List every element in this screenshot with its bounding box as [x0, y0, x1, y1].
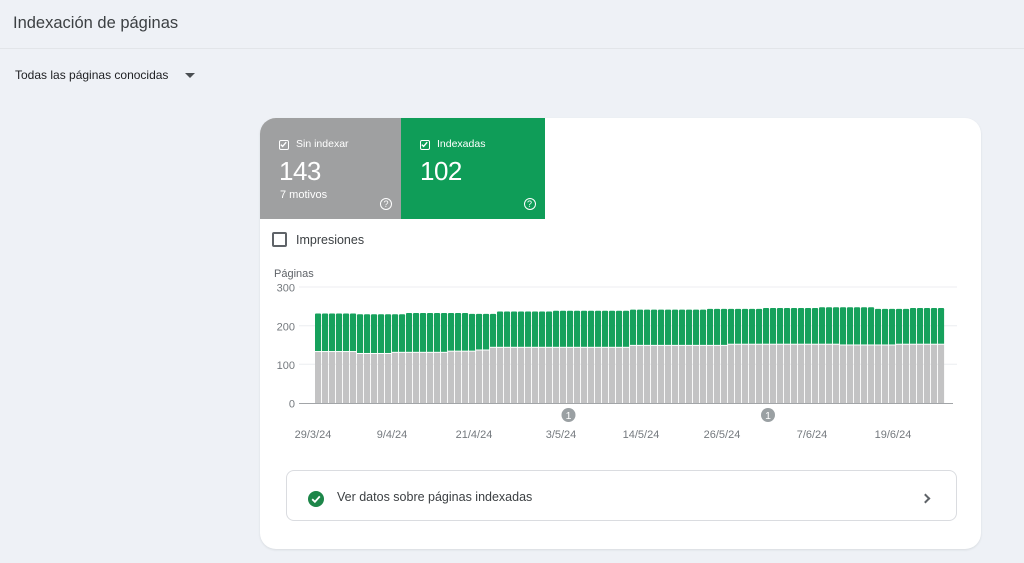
svg-text:100: 100 — [277, 360, 295, 372]
svg-text:9/4/24: 9/4/24 — [377, 429, 408, 441]
svg-text:0: 0 — [289, 399, 295, 411]
svg-text:29/3/24: 29/3/24 — [295, 429, 332, 441]
svg-text:200: 200 — [277, 322, 295, 334]
svg-text:3/5/24: 3/5/24 — [546, 429, 577, 441]
svg-text:300: 300 — [277, 283, 295, 295]
svg-text:14/5/24: 14/5/24 — [623, 429, 660, 441]
svg-text:7/6/24: 7/6/24 — [797, 429, 828, 441]
svg-text:1: 1 — [765, 410, 771, 422]
svg-text:21/4/24: 21/4/24 — [456, 429, 493, 441]
svg-text:19/6/24: 19/6/24 — [875, 429, 912, 441]
svg-text:1: 1 — [566, 410, 572, 422]
svg-text:26/5/24: 26/5/24 — [704, 429, 741, 441]
